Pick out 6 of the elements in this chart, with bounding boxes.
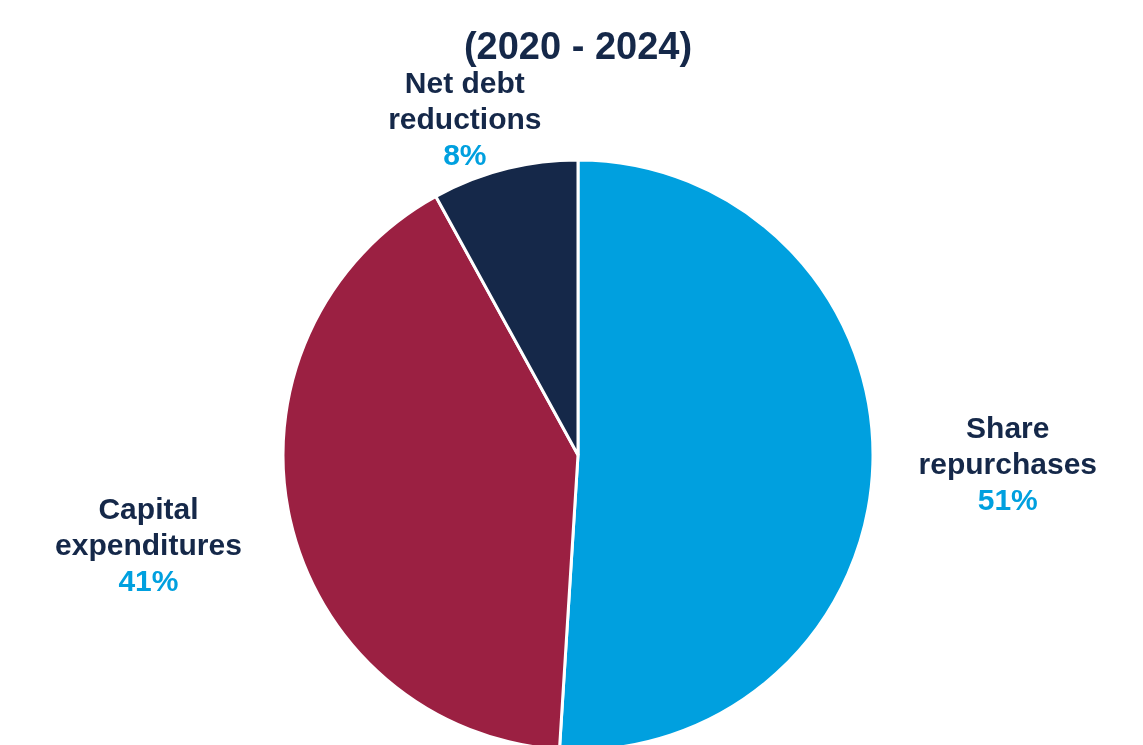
- chart-title: (2020 - 2024): [463, 25, 693, 67]
- data-label: 8%: [443, 137, 487, 171]
- data-label: 51%: [977, 483, 1038, 517]
- slice-label: Capital expenditures: [55, 492, 242, 562]
- data-label: 41%: [118, 564, 179, 598]
- slice-label: Share repurchases: [918, 411, 1097, 481]
